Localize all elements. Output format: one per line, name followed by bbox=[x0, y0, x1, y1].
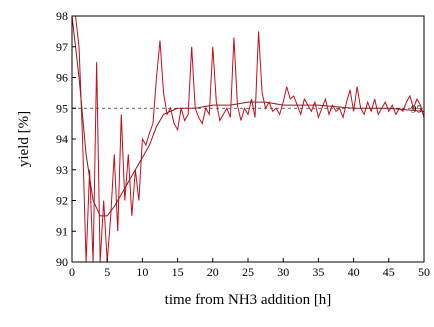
x-tick-label: 0 bbox=[69, 265, 75, 279]
x-tick-label: 50 bbox=[418, 265, 430, 279]
x-axis-title: time from NH3 addition [h] bbox=[165, 292, 332, 308]
x-tick-label: 30 bbox=[277, 265, 289, 279]
x-tick-label: 5 bbox=[104, 265, 110, 279]
x-tick-label: 45 bbox=[383, 265, 395, 279]
y-tick-label: 90 bbox=[56, 255, 68, 269]
x-tick-label: 40 bbox=[348, 265, 360, 279]
reference-label: 95 bbox=[411, 103, 423, 115]
y-tick-label: 97 bbox=[56, 40, 68, 54]
x-tick-label: 20 bbox=[207, 265, 219, 279]
series-line bbox=[72, 16, 424, 262]
y-tick-label: 94 bbox=[56, 132, 68, 146]
y-tick-label: 91 bbox=[56, 224, 68, 238]
series-line bbox=[72, 16, 424, 217]
x-tick-label: 10 bbox=[136, 265, 148, 279]
y-tick-label: 96 bbox=[56, 71, 68, 85]
x-tick-label: 15 bbox=[172, 265, 184, 279]
plot-area: 95 bbox=[72, 16, 424, 262]
y-tick-label: 92 bbox=[56, 194, 68, 208]
y-tick-label: 95 bbox=[56, 101, 68, 115]
plot-frame bbox=[71, 15, 425, 263]
y-tick-label: 93 bbox=[56, 163, 68, 177]
x-tick-label: 35 bbox=[312, 265, 324, 279]
y-tick-label: 98 bbox=[56, 9, 68, 23]
x-tick-label: 25 bbox=[242, 265, 254, 279]
y-axis-title: yield [%] bbox=[16, 111, 32, 167]
